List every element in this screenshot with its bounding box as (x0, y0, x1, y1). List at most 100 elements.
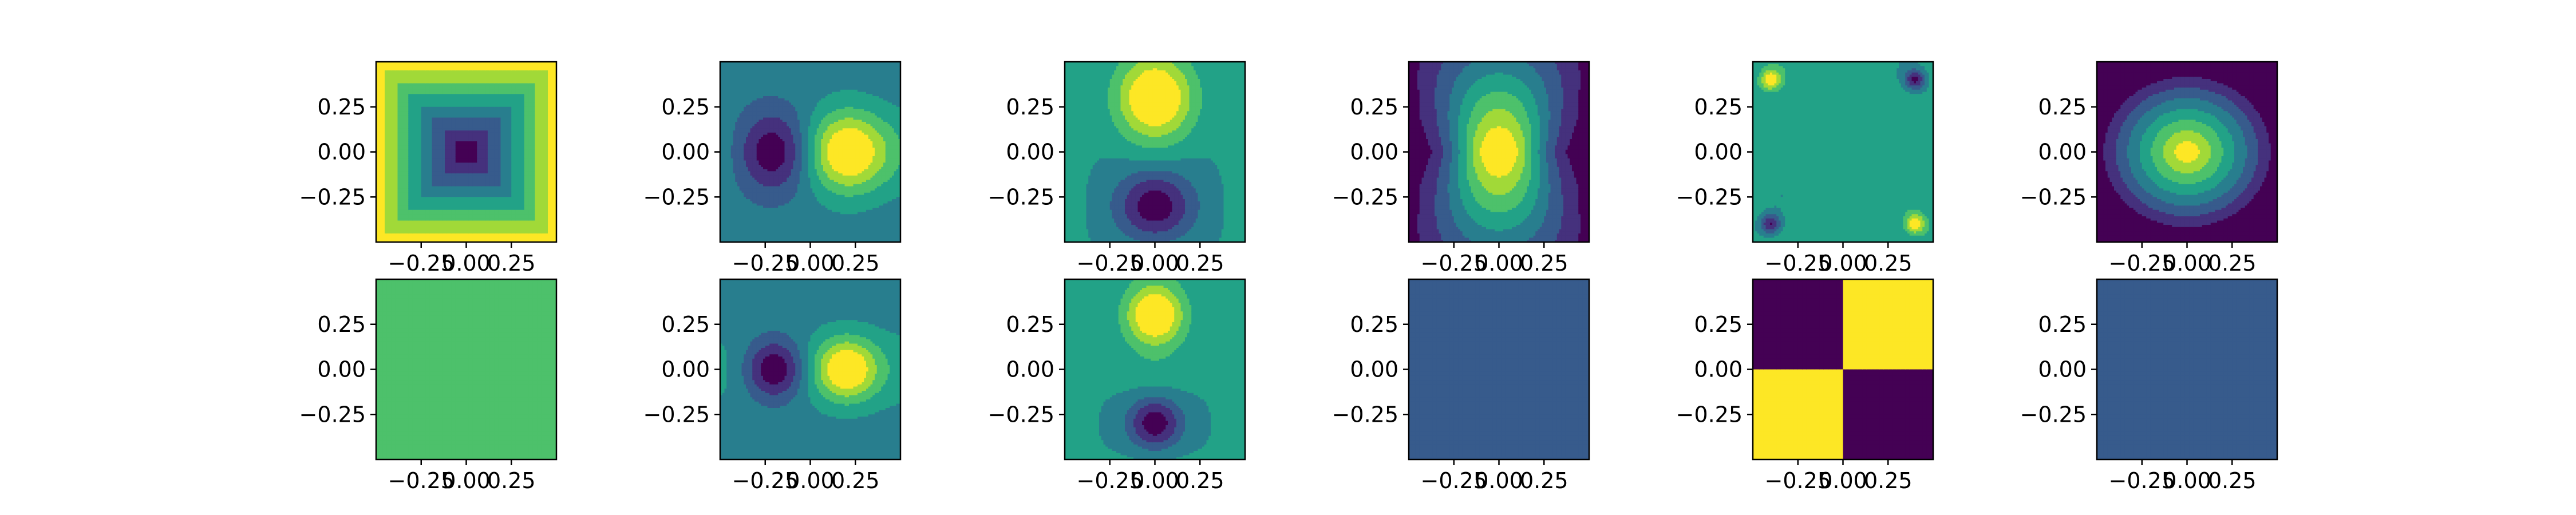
heatmap-cell (419, 227, 421, 229)
heatmap-cell (421, 128, 424, 130)
heatmap-cell (428, 64, 430, 66)
heatmap-cell (428, 193, 430, 195)
heatmap-cell (432, 178, 434, 180)
heatmap-cell (400, 120, 402, 122)
heatmap-cell (381, 221, 383, 223)
heatmap-cell (400, 197, 402, 199)
heatmap-cell (393, 201, 396, 204)
heatmap-cell (406, 165, 409, 167)
heatmap-cell (428, 161, 430, 163)
heatmap-cell (410, 135, 413, 137)
heatmap-cell (430, 118, 432, 120)
heatmap-cell (421, 205, 424, 208)
heatmap-cell (389, 154, 392, 156)
heatmap-cell (398, 102, 400, 105)
heatmap-cell (396, 197, 398, 199)
heatmap-cell (382, 236, 385, 238)
heatmap-cell (404, 201, 406, 204)
heatmap-cell (421, 188, 424, 191)
heatmap-cell (425, 187, 428, 189)
heatmap-cell (378, 195, 381, 197)
heatmap-cell (413, 107, 415, 109)
heatmap-cell (378, 109, 381, 112)
heatmap-cell (415, 163, 417, 165)
heatmap-cell (396, 204, 398, 206)
heatmap-cell (417, 148, 419, 150)
heatmap-cell (421, 210, 424, 212)
heatmap-cell (396, 88, 398, 90)
heatmap-cell (402, 163, 404, 165)
heatmap-cell (408, 156, 410, 159)
heatmap-cell (400, 188, 402, 191)
heatmap-cell (415, 238, 417, 240)
heatmap-cell (421, 199, 424, 201)
heatmap-cell (389, 144, 392, 146)
heatmap-cell (421, 66, 424, 69)
heatmap-cell (410, 148, 413, 150)
heatmap-cell (419, 212, 421, 215)
heatmap-cell (382, 94, 385, 96)
heatmap-cell (410, 84, 413, 86)
heatmap-cell (415, 68, 417, 70)
heatmap-cell (428, 85, 430, 88)
heatmap-cells (376, 62, 557, 243)
heatmap-cell (430, 161, 432, 163)
heatmap-cell (402, 68, 404, 70)
heatmap-cell (424, 219, 426, 221)
heatmap-cell (406, 221, 409, 223)
heatmap-cell (404, 148, 406, 150)
heatmap-cell (415, 199, 417, 201)
heatmap-cell (428, 130, 430, 133)
heatmap-cell (406, 88, 409, 90)
heatmap-cell (430, 205, 432, 208)
heatmap-cell (430, 84, 432, 86)
heatmap-cell (389, 188, 392, 191)
heatmap-cell (382, 163, 385, 165)
heatmap-cell (382, 182, 385, 184)
heatmap-cell (413, 197, 415, 199)
heatmap-cell (415, 137, 417, 139)
heatmap-cell (396, 102, 398, 105)
heatmap-cell (408, 171, 410, 173)
heatmap-cell (381, 113, 383, 116)
heatmap-cell (385, 154, 387, 156)
heatmap-cell (424, 116, 426, 118)
heatmap-cell (400, 171, 402, 173)
heatmap-cell (410, 208, 413, 210)
heatmap-cell (385, 184, 387, 187)
heatmap-cell (381, 109, 383, 112)
heatmap-cell (430, 148, 432, 150)
heatmap-cell (430, 159, 432, 161)
heatmap-cell (417, 122, 419, 124)
heatmap-cell (398, 113, 400, 116)
heatmap-cell (381, 139, 383, 141)
heatmap-cell (387, 84, 389, 86)
heatmap-cell (391, 79, 393, 81)
heatmap-cell (406, 77, 409, 79)
heatmap-cell (413, 159, 415, 161)
heatmap-cell (419, 152, 421, 154)
heatmap-cell (424, 105, 426, 107)
heatmap-cell (421, 184, 424, 187)
heatmap-cell (400, 77, 402, 79)
heatmap-cell (400, 137, 402, 139)
heatmap-cell (381, 102, 383, 105)
heatmap-cell (393, 187, 396, 189)
heatmap-cell (424, 75, 426, 77)
heatmap-cell (400, 81, 402, 84)
heatmap-cell (408, 144, 410, 146)
heatmap-cell (387, 105, 389, 107)
heatmap-cell (378, 70, 381, 73)
heatmap-cell (400, 214, 402, 216)
heatmap-cell (419, 122, 421, 124)
heatmap-cell (413, 133, 415, 135)
heatmap-cell (393, 109, 396, 112)
heatmap-cell (398, 105, 400, 107)
heatmap-cell (408, 184, 410, 187)
heatmap-cell (419, 176, 421, 178)
heatmap-cell (428, 178, 430, 180)
heatmap-cell (417, 216, 419, 219)
heatmap-cell (406, 150, 409, 152)
heatmap-cell (421, 68, 424, 70)
heatmap-cell (417, 152, 419, 154)
